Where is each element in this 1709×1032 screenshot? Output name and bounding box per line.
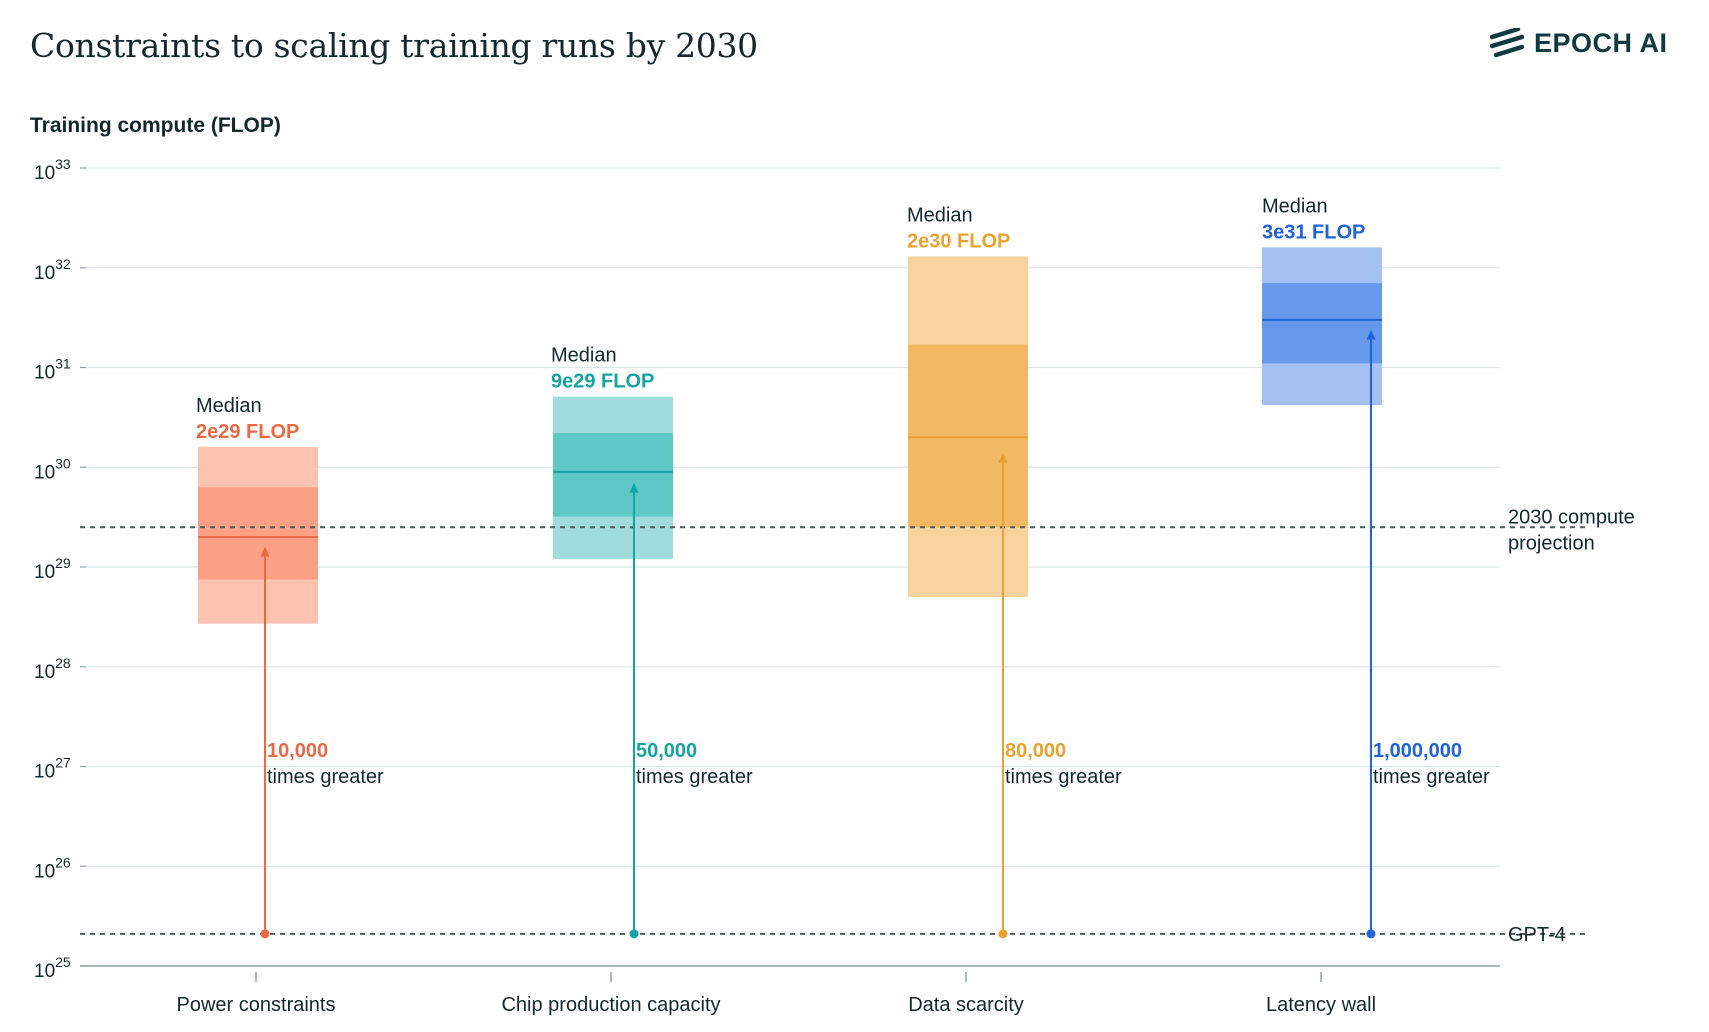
y-tick-label: 1029 [34, 555, 71, 583]
x-tick-label: Chip production capacity [501, 994, 720, 1016]
multiplier-suffix: times greater [1373, 766, 1490, 788]
multiplier-value: 50,000 [636, 740, 697, 762]
multiplier-suffix: times greater [267, 766, 384, 788]
median-label: Median [1262, 195, 1328, 217]
y-tick-label: 1027 [34, 755, 71, 783]
reference-label-gpt4: GPT-4 [1508, 924, 1566, 946]
median-value: 9e29 FLOP [551, 371, 654, 393]
median-label: Median [907, 204, 973, 226]
brand-logo: EPOCH AI [1490, 26, 1668, 60]
median-label: Median [196, 395, 262, 417]
x-tick-label: Power constraints [177, 994, 336, 1016]
y-axis-label: Training compute (FLOP) [30, 114, 281, 137]
median-value: 2e29 FLOP [196, 421, 299, 443]
y-tick-label: 1033 [34, 156, 71, 184]
arrow-head [998, 452, 1008, 463]
arrow-head [629, 482, 639, 493]
brand-name: EPOCH AI [1534, 27, 1668, 58]
multiplier-value: 10,000 [267, 740, 328, 762]
multiplier-suffix: times greater [636, 766, 753, 788]
range-inner-box [1262, 283, 1382, 364]
range-inner-box [198, 487, 318, 580]
range-inner-box [553, 433, 673, 517]
x-tick-label: Data scarcity [908, 994, 1024, 1016]
range-inner-box [908, 344, 1028, 528]
multiplier-value: 80,000 [1005, 740, 1066, 762]
y-tick-label: 1028 [34, 655, 71, 683]
x-tick-label: Latency wall [1266, 994, 1376, 1016]
chart-title: Constraints to scaling training runs by … [30, 26, 758, 65]
arrow-origin-dot [998, 929, 1008, 939]
median-value: 3e31 FLOP [1262, 221, 1365, 243]
multiplier-value: 1,000,000 [1373, 740, 1462, 762]
y-tick-label: 1026 [34, 854, 71, 882]
median-label: Median [551, 345, 617, 367]
epoch-logo-icon [1490, 28, 1524, 58]
median-value: 2e30 FLOP [907, 230, 1010, 252]
arrow-origin-dot [260, 929, 270, 939]
y-tick-label: 1030 [34, 455, 71, 483]
y-tick-label: 1025 [34, 954, 71, 982]
multiplier-suffix: times greater [1005, 766, 1122, 788]
y-tick-label: 1032 [34, 256, 71, 284]
arrow-head [1366, 329, 1376, 340]
arrow-origin-dot [1366, 929, 1376, 939]
arrow-origin-dot [629, 929, 639, 939]
reference-label-projection: 2030 compute projection [1508, 506, 1635, 554]
y-tick-label: 1031 [34, 356, 71, 384]
arrow-head [260, 546, 270, 557]
